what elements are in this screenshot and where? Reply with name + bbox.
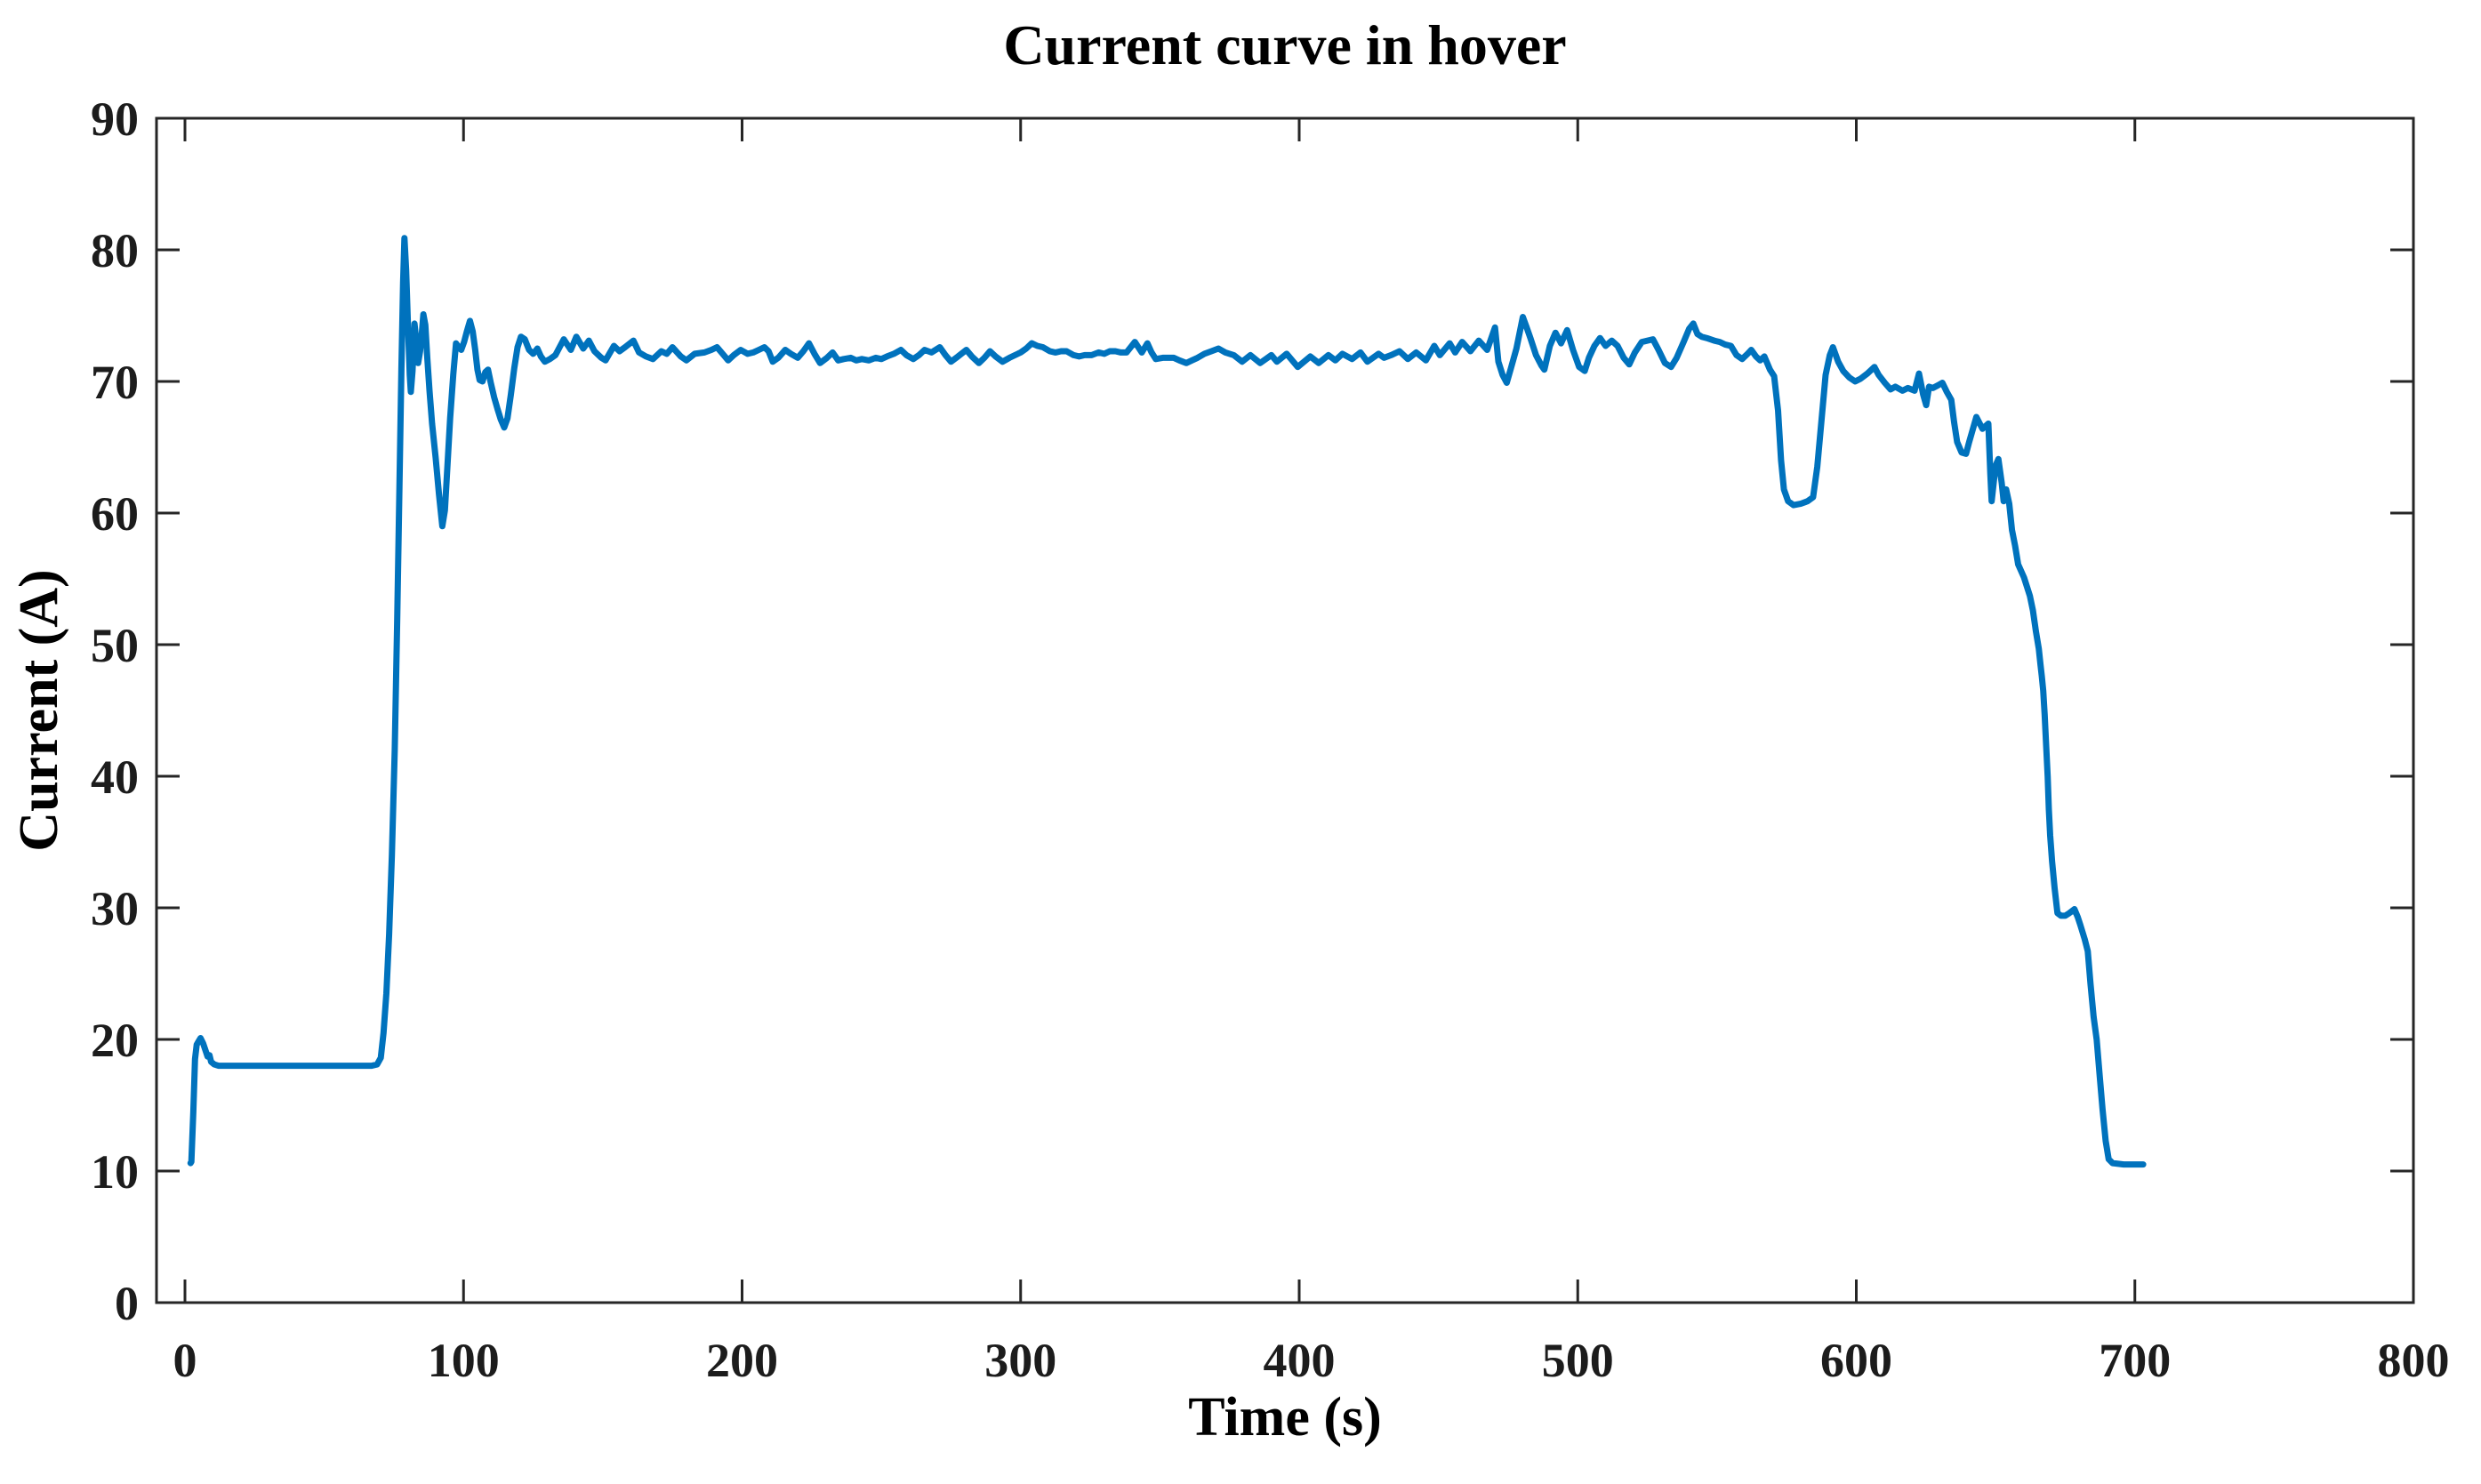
- y-tick-label: 70: [91, 356, 139, 409]
- y-tick-labels: 0 10 20 30 40 50 60 70 80 90: [91, 92, 139, 1330]
- x-tick-label: 300: [984, 1334, 1056, 1387]
- y-tick-label: 60: [91, 487, 139, 541]
- x-tick-labels: 0 100 200 300 400 500 600 700 800: [173, 1334, 2450, 1387]
- y-tick-label: 50: [91, 619, 139, 672]
- chart-title: Current curve in hover: [1003, 13, 1567, 76]
- y-tick-label: 20: [91, 1014, 139, 1067]
- y-ticks: [157, 116, 2413, 1304]
- current-series-line: [187, 235, 2147, 1168]
- y-tick-label: 90: [91, 92, 139, 146]
- x-tick-label: 400: [1264, 1334, 1336, 1387]
- x-axis-label: Time (s): [1188, 1387, 1382, 1448]
- plot-box: [155, 116, 2415, 1304]
- y-tick-label: 40: [91, 750, 139, 804]
- x-ticks: [183, 118, 2415, 1303]
- x-tick-label: 800: [2378, 1334, 2450, 1387]
- y-tick-label: 30: [91, 882, 139, 935]
- y-tick-label: 10: [91, 1145, 139, 1199]
- y-tick-label: 80: [91, 224, 139, 277]
- x-tick-label: 700: [2099, 1334, 2171, 1387]
- x-tick-label: 200: [706, 1334, 778, 1387]
- x-tick-label: 600: [1820, 1334, 1892, 1387]
- x-tick-label: 0: [173, 1334, 197, 1387]
- y-tick-label: 0: [115, 1277, 139, 1330]
- x-tick-label: 100: [428, 1334, 500, 1387]
- x-tick-label: 500: [1542, 1334, 1614, 1387]
